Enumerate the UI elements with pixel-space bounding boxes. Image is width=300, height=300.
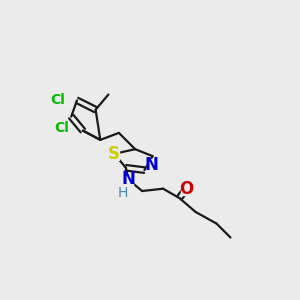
Text: N: N <box>121 170 135 188</box>
Text: N: N <box>145 156 158 174</box>
Bar <box>123 173 133 186</box>
Bar <box>146 159 156 172</box>
Text: O: O <box>179 180 194 198</box>
Bar <box>50 94 65 107</box>
Text: S: S <box>108 145 120 163</box>
Bar <box>118 187 127 200</box>
Text: Cl: Cl <box>50 93 65 107</box>
Text: H: H <box>117 186 128 200</box>
Bar <box>182 182 191 195</box>
Bar <box>54 122 70 135</box>
Text: Cl: Cl <box>55 121 69 135</box>
Bar <box>109 147 119 160</box>
